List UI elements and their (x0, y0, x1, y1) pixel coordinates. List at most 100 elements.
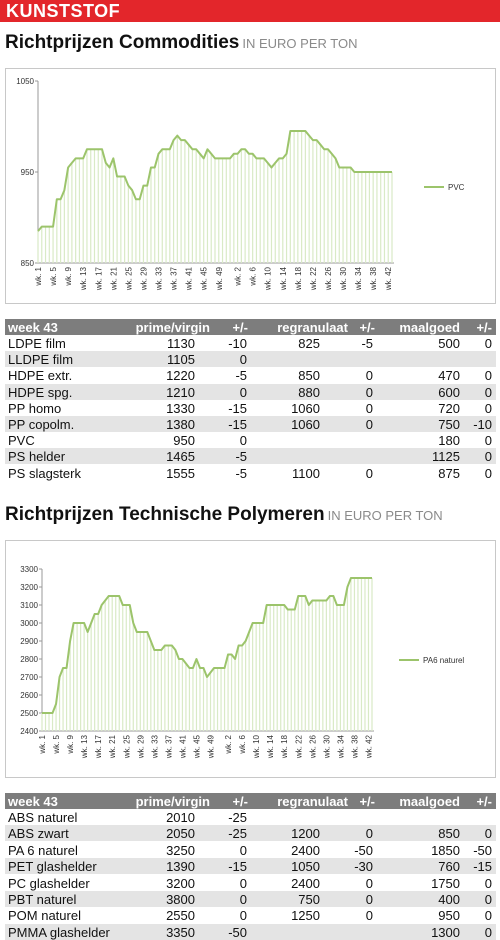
legend-label: PA6 naturel (423, 656, 464, 665)
table-row: PBT naturel 3800 0 750 0 400 0 (5, 891, 496, 907)
column-header: week 43 (8, 320, 58, 335)
price-cell: 850 (298, 368, 320, 384)
price-cell: -50 (228, 924, 247, 940)
price-cell: 2550 (166, 908, 195, 924)
table-row: PA 6 naturel 3250 0 2400 -50 1850 -50 (5, 842, 496, 858)
price-cell: 0 (484, 892, 492, 907)
x-tick-label: wk. 29 (136, 734, 145, 759)
x-tick-label: wk. 45 (200, 266, 209, 291)
price-cell: 0 (484, 908, 492, 924)
price-cell: 3800 (166, 892, 195, 907)
table-row: ABS zwart 2050 -25 1200 0 850 0 (5, 825, 496, 842)
header-title: KUNSTSTOF (6, 1, 121, 21)
price-cell: 0 (484, 924, 492, 940)
x-tick-label: wk. 22 (294, 734, 303, 759)
y-tick-label: 2700 (20, 673, 38, 682)
price-cell: 0 (484, 449, 492, 465)
column-header: +/- (232, 320, 248, 335)
price-cell: 1300 (431, 924, 460, 940)
price-cell: -10 (473, 417, 492, 432)
title: Richtprijzen Technische Polymeren (5, 504, 325, 525)
x-tick-label: wk. 17 (94, 266, 103, 291)
row-label: PP homo (8, 400, 62, 416)
x-tick-label: wk. 26 (324, 266, 333, 291)
price-cell: 950 (438, 908, 460, 924)
price-cell: 3200 (166, 875, 195, 891)
price-cell: 0 (239, 875, 247, 891)
x-tick-label: wk. 37 (170, 266, 179, 291)
price-cell: 2400 (291, 842, 320, 858)
price-cell: 1380 (166, 417, 195, 432)
y-tick-label: 2600 (20, 691, 38, 700)
price-cell: 1330 (166, 400, 195, 416)
chart: 850 950 1050 wk. 1 wk. 5 wk. 9 wk. 13 wk. 17 wk.… (16, 77, 464, 291)
column-header: prime/virgin (135, 794, 210, 809)
price-cell: -5 (235, 465, 247, 481)
series-line (37, 130, 392, 232)
row-label: POM naturel (8, 908, 81, 924)
y-tick-label: 1050 (16, 77, 34, 86)
x-tick-label: wk. 2 (234, 266, 243, 286)
table-row: POM naturel 2550 0 1250 0 950 0 (5, 907, 496, 923)
x-tick-label: wk. 21 (109, 266, 118, 291)
x-tick-label: wk. 1 (38, 734, 47, 754)
x-tick-label: wk. 6 (238, 734, 247, 754)
table-row: PP copolm. 1380 -15 1060 0 750 -10 (5, 416, 496, 432)
title: Richtprijzen Commodities (5, 32, 240, 53)
table-row: PVC 950 0 180 0 (5, 432, 496, 448)
section-title: Richtprijzen Technische Polymeren IN EURO… (5, 504, 443, 526)
price-cell: 1465 (166, 449, 195, 465)
row-label: PMMA glashelder (8, 924, 110, 940)
price-cell: 500 (438, 336, 460, 351)
price-cell: 0 (484, 384, 492, 400)
x-tick-label: wk. 6 (249, 266, 258, 286)
price-cell: 1105 (167, 352, 195, 368)
table-row: PET glashelder 1390 -15 1050 -30 760 -15 (5, 858, 496, 875)
table-row: HDPE spg. 1210 0 880 0 600 0 (5, 383, 496, 400)
price-cell: 470 (438, 368, 460, 384)
x-tick-label: wk. 38 (369, 266, 378, 291)
price-cell: 750 (438, 417, 460, 432)
price-cell: 3350 (166, 924, 195, 940)
x-tick-label: wk. 9 (66, 734, 75, 754)
x-tick-label: wk. 17 (94, 734, 103, 759)
y-tick-label: 2800 (20, 655, 38, 664)
x-tick-label: wk. 26 (308, 734, 317, 759)
chart-frame: 2400 2500 2600 2700 2800 2900 3000 3100 3200 3300… (5, 540, 496, 778)
chart: 2400 2500 2600 2700 2800 2900 3000 3100 3200 3300… (20, 565, 464, 759)
table-header: week 43 prime/virgin +/- regranulaat +/- maal… (5, 793, 496, 809)
price-cell: 875 (438, 465, 460, 481)
column-header: +/- (476, 320, 492, 335)
x-tick-label: wk. 30 (339, 266, 348, 291)
price-cell: 0 (484, 400, 492, 416)
price-cell: -50 (473, 842, 492, 858)
price-cell: 1050 (291, 859, 320, 875)
x-tick-label: wk. 41 (185, 266, 194, 291)
x-tick-label: wk. 33 (155, 266, 164, 291)
y-tick-label: 3200 (20, 583, 38, 592)
x-tick-label: wk. 34 (354, 266, 363, 291)
price-cell: 180 (438, 433, 460, 449)
price-cell: 0 (365, 875, 373, 891)
x-tick-label: wk. 34 (336, 734, 345, 759)
price-cell: 0 (239, 842, 247, 858)
y-tick-label: 2900 (20, 637, 38, 646)
price-cell: 0 (365, 384, 373, 400)
price-cell: 880 (298, 384, 320, 400)
price-cell: 760 (438, 859, 460, 875)
price-cell: -25 (228, 810, 247, 825)
price-cell: 0 (484, 465, 492, 481)
price-cell: 0 (484, 368, 492, 384)
price-table: week 43 prime/virgin +/- regranulaat +/- maal… (5, 793, 496, 940)
row-label: PS slagsterk (8, 465, 81, 481)
row-label: PP copolm. (8, 417, 75, 432)
price-cell: 2050 (166, 826, 195, 842)
price-cell: 0 (365, 892, 373, 907)
price-cell: 0 (365, 465, 373, 481)
y-tick-label: 2400 (20, 727, 38, 736)
row-label: LDPE film (8, 336, 66, 351)
price-cell: 1200 (291, 826, 320, 842)
row-label: PVC (8, 433, 35, 449)
price-cell: 750 (298, 892, 320, 907)
price-cell: 1130 (167, 336, 195, 351)
